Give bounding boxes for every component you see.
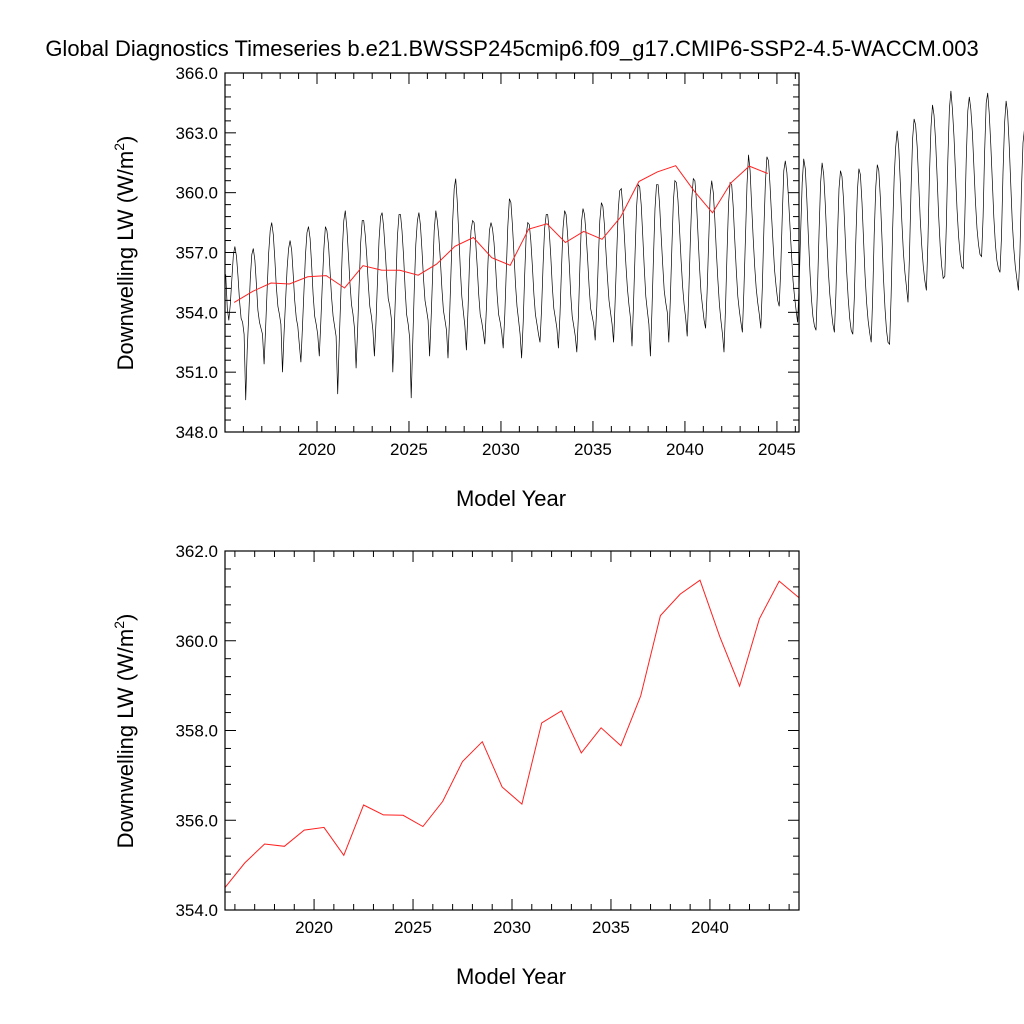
y-tick-label-bottom: 356.0: [175, 811, 218, 830]
x-tick-label-top: 2030: [482, 440, 520, 459]
y-tick-label-top: 354.0: [175, 303, 218, 322]
y-tick-label-bottom: 358.0: [175, 722, 218, 741]
x-tick-label-top: 2040: [666, 440, 704, 459]
y-axis-label-top-sup: 2: [111, 143, 127, 151]
x-tick-label-top: 2025: [390, 440, 428, 459]
panel-top: Downwelling LW (W/m2) Model Year 2020 202…: [111, 64, 1024, 511]
y-tick-label-top: 363.0: [175, 124, 218, 143]
y-tick-label-bottom: 362.0: [175, 542, 218, 561]
y-axis-label-bottom-close: ): [113, 614, 138, 621]
x-tick-label-bottom: 2035: [592, 918, 630, 937]
x-tick-label-top: 2045: [758, 440, 796, 459]
plot-frame-bottom: [224, 550, 800, 911]
y-axis-label-bottom: Downwelling LW (W/m2): [111, 614, 138, 849]
y-axis-label-top: Downwelling LW (W/m2): [111, 136, 138, 371]
y-axis-label-bottom-text: Downwelling LW (W/m: [113, 629, 138, 849]
panel-bottom: Downwelling LW (W/m2) Model Year 2020 202…: [111, 542, 800, 989]
x-tick-label-top: 2020: [298, 440, 336, 459]
x-axis-label-bottom: Model Year: [456, 964, 566, 989]
y-tick-label-bottom: 354.0: [175, 901, 218, 920]
y-axis-label-bottom-sup: 2: [111, 621, 127, 629]
figure-title: Global Diagnostics Timeseries b.e21.BWSS…: [45, 36, 978, 61]
x-tick-label-bottom: 2025: [394, 918, 432, 937]
monthly-line-top: [225, 90, 1024, 401]
y-tick-label-top: 357.0: [175, 244, 218, 263]
y-tick-label-bottom: 360.0: [175, 632, 218, 651]
x-axis-label-top: Model Year: [456, 486, 566, 511]
y-tick-label-top: 348.0: [175, 423, 218, 442]
x-tick-label-bottom: 2040: [691, 918, 729, 937]
annual-mean-line-top: [233, 165, 768, 303]
y-tick-label-top: 351.0: [175, 363, 218, 382]
y-axis-label-top-text: Downwelling LW (W/m: [113, 151, 138, 371]
x-tick-label-bottom: 2030: [493, 918, 531, 937]
x-tick-label-top: 2035: [574, 440, 612, 459]
x-tick-label-bottom: 2020: [295, 918, 333, 937]
annual-mean-line-bottom: [224, 579, 800, 888]
y-axis-label-top-close: ): [113, 136, 138, 143]
y-tick-label-top: 366.0: [175, 64, 218, 83]
y-tick-label-top: 360.0: [175, 184, 218, 203]
